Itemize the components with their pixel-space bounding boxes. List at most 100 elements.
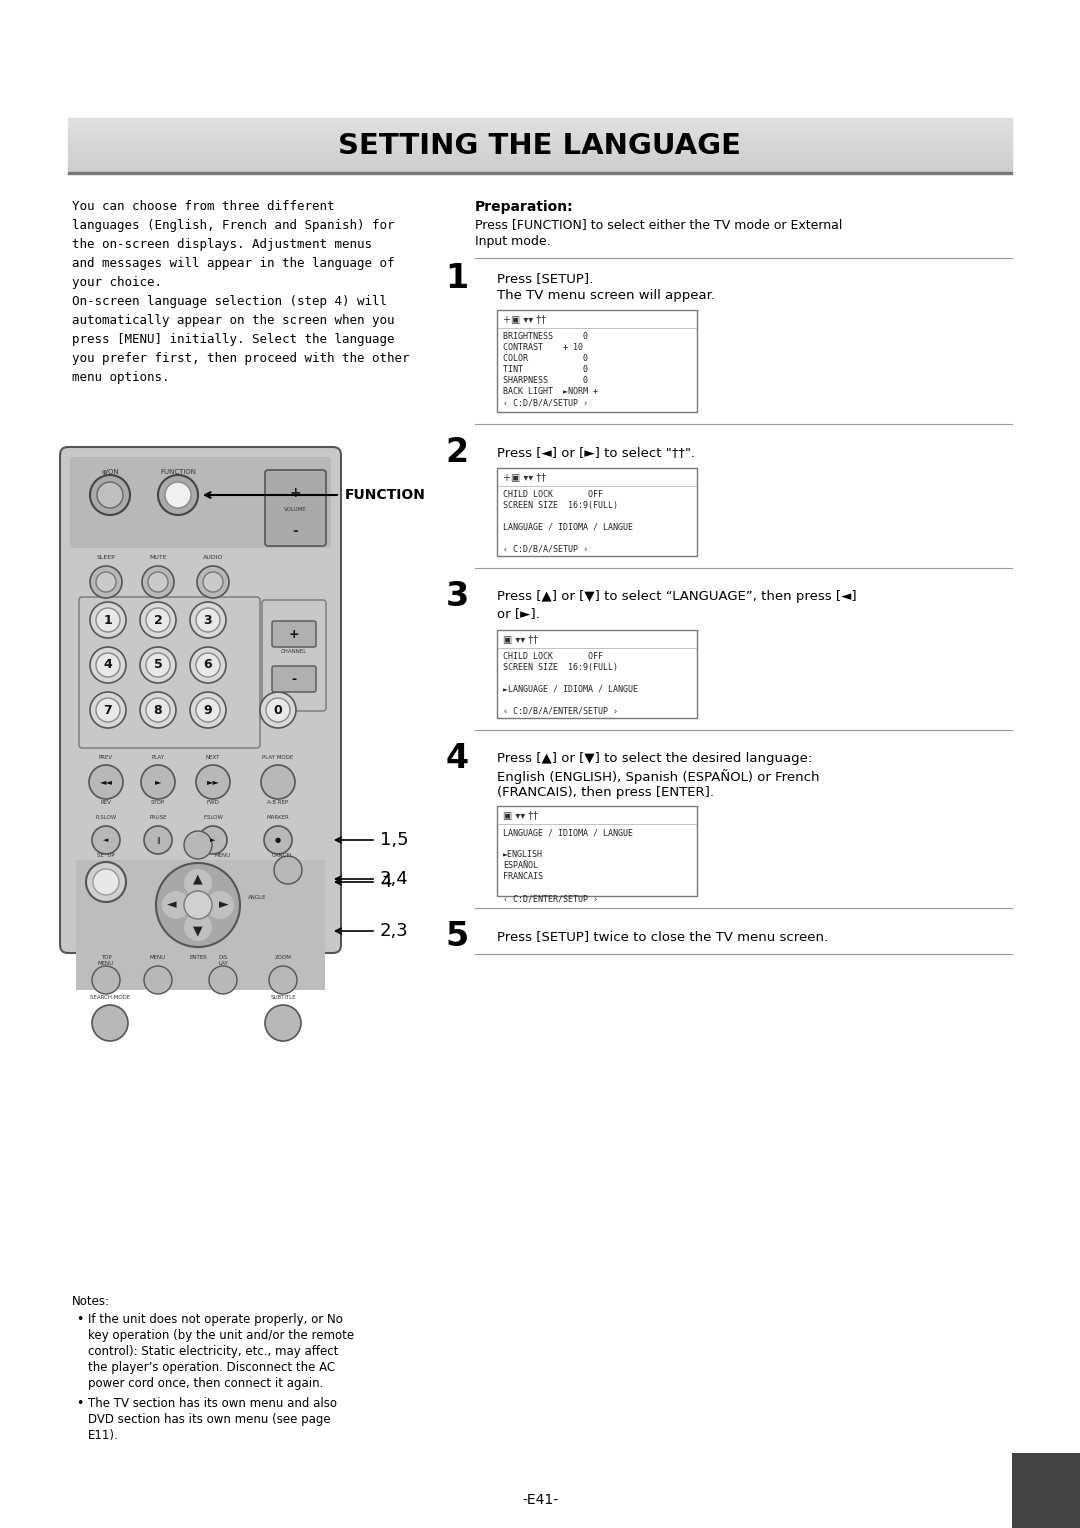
Text: COLOR           0: COLOR 0 bbox=[503, 354, 588, 364]
Text: +▣ ▾▾ ††: +▣ ▾▾ †† bbox=[503, 474, 546, 483]
Text: PLAY: PLAY bbox=[151, 755, 164, 759]
Text: Press [▲] or [▼] to select the desired language:: Press [▲] or [▼] to select the desired l… bbox=[497, 752, 812, 766]
Text: 4: 4 bbox=[104, 659, 112, 671]
Text: ◄: ◄ bbox=[104, 837, 109, 843]
Text: SLEEP: SLEEP bbox=[96, 555, 116, 559]
Text: BRIGHTNESS      0: BRIGHTNESS 0 bbox=[503, 332, 588, 341]
Circle shape bbox=[140, 646, 176, 683]
Circle shape bbox=[148, 571, 168, 591]
Text: 3,4: 3,4 bbox=[380, 869, 408, 888]
Text: SCREEN SIZE  16:9(FULL): SCREEN SIZE 16:9(FULL) bbox=[503, 663, 618, 672]
Circle shape bbox=[264, 827, 292, 854]
Text: 3: 3 bbox=[445, 579, 469, 613]
Text: 5: 5 bbox=[153, 659, 162, 671]
Text: A-B REP: A-B REP bbox=[268, 801, 288, 805]
Text: (FRANCAIS), then press [ENTER].: (FRANCAIS), then press [ENTER]. bbox=[497, 785, 714, 799]
Text: +: + bbox=[288, 628, 299, 640]
Text: DIS
LAY: DIS LAY bbox=[218, 955, 228, 966]
Text: LANGUAGE / IDIOMA / LANGUE: LANGUAGE / IDIOMA / LANGUE bbox=[503, 523, 633, 532]
Text: +: + bbox=[289, 486, 301, 500]
Circle shape bbox=[195, 766, 230, 799]
Circle shape bbox=[197, 565, 229, 597]
Text: 1: 1 bbox=[445, 261, 469, 295]
Text: menu options.: menu options. bbox=[72, 371, 170, 384]
Text: or [►].: or [►]. bbox=[497, 607, 540, 620]
Bar bbox=[497, 805, 697, 895]
Circle shape bbox=[261, 766, 295, 799]
Text: ENTER: ENTER bbox=[189, 955, 207, 960]
Circle shape bbox=[165, 481, 191, 507]
Text: FUNCTION: FUNCTION bbox=[160, 469, 195, 475]
Circle shape bbox=[96, 698, 120, 723]
Text: The TV menu screen will appear.: The TV menu screen will appear. bbox=[497, 289, 715, 303]
Text: English (ENGLISH), Spanish (ESPAÑOL) or French: English (ENGLISH), Spanish (ESPAÑOL) or … bbox=[497, 769, 820, 784]
Circle shape bbox=[90, 646, 126, 683]
Text: •: • bbox=[76, 1313, 83, 1326]
Text: MARKER: MARKER bbox=[267, 814, 289, 821]
Circle shape bbox=[96, 652, 120, 677]
Circle shape bbox=[146, 608, 170, 633]
Circle shape bbox=[97, 481, 123, 507]
Text: 5: 5 bbox=[445, 920, 469, 952]
Circle shape bbox=[260, 692, 296, 727]
Text: +▣ ▾▾ ††: +▣ ▾▾ †† bbox=[503, 315, 546, 325]
Text: CONTRAST    + 10: CONTRAST + 10 bbox=[503, 342, 583, 351]
Circle shape bbox=[93, 869, 119, 895]
Circle shape bbox=[92, 1005, 129, 1041]
Text: press [MENU] initially. Select the language: press [MENU] initially. Select the langu… bbox=[72, 333, 394, 345]
Text: SUBTITLE: SUBTITLE bbox=[270, 995, 296, 999]
Text: φ/ON: φ/ON bbox=[102, 469, 119, 475]
Text: ►: ► bbox=[154, 778, 161, 787]
Circle shape bbox=[141, 766, 175, 799]
Circle shape bbox=[195, 698, 220, 723]
Text: and messages will appear in the language of: and messages will appear in the language… bbox=[72, 257, 394, 270]
Text: ●: ● bbox=[275, 837, 281, 843]
Text: E11).: E11). bbox=[87, 1429, 119, 1442]
Bar bbox=[497, 468, 697, 556]
Text: 1,5: 1,5 bbox=[380, 831, 408, 850]
Text: PAUSE: PAUSE bbox=[149, 814, 166, 821]
Text: ►: ► bbox=[219, 898, 229, 912]
FancyBboxPatch shape bbox=[70, 457, 330, 549]
Circle shape bbox=[190, 602, 226, 639]
Text: 8: 8 bbox=[153, 703, 162, 717]
Text: ◄: ◄ bbox=[167, 898, 177, 912]
Text: CANCEL: CANCEL bbox=[272, 853, 294, 859]
Text: DVD section has its own menu (see page: DVD section has its own menu (see page bbox=[87, 1413, 330, 1426]
Text: -: - bbox=[292, 672, 297, 686]
Text: power cord once, then connect it again.: power cord once, then connect it again. bbox=[87, 1377, 323, 1390]
FancyBboxPatch shape bbox=[265, 471, 326, 545]
Circle shape bbox=[144, 827, 172, 854]
Text: On-screen language selection (step 4) will: On-screen language selection (step 4) wi… bbox=[72, 295, 387, 309]
Text: You can choose from three different: You can choose from three different bbox=[72, 200, 335, 212]
Text: PREV: PREV bbox=[99, 755, 113, 759]
Circle shape bbox=[274, 856, 302, 885]
Text: TINT            0: TINT 0 bbox=[503, 365, 588, 374]
Circle shape bbox=[141, 565, 174, 597]
Circle shape bbox=[89, 766, 123, 799]
Text: ‹ C:D/B/A/SETUP ›: ‹ C:D/B/A/SETUP › bbox=[503, 545, 588, 555]
Text: SETTING THE LANGUAGE: SETTING THE LANGUAGE bbox=[338, 133, 742, 160]
Bar bbox=[76, 860, 325, 990]
Text: 4: 4 bbox=[380, 872, 391, 891]
Text: FWD: FWD bbox=[206, 801, 219, 805]
Circle shape bbox=[144, 966, 172, 995]
Text: SE  UP: SE UP bbox=[97, 853, 114, 859]
Text: ▣ ▾▾ ††: ▣ ▾▾ †† bbox=[503, 636, 538, 645]
Text: SHARPNESS       0: SHARPNESS 0 bbox=[503, 376, 588, 385]
Circle shape bbox=[90, 692, 126, 727]
Circle shape bbox=[86, 862, 126, 902]
Text: Press [▲] or [▼] to select “LANGUAGE”, then press [◄]: Press [▲] or [▼] to select “LANGUAGE”, t… bbox=[497, 590, 856, 604]
Circle shape bbox=[195, 608, 220, 633]
Text: languages (English, French and Spanish) for: languages (English, French and Spanish) … bbox=[72, 219, 394, 232]
Text: ANGLE: ANGLE bbox=[248, 895, 267, 900]
Text: R.SLOW: R.SLOW bbox=[95, 814, 117, 821]
Text: ▼: ▼ bbox=[193, 924, 203, 938]
Circle shape bbox=[184, 831, 212, 859]
Circle shape bbox=[162, 891, 190, 918]
Text: 6: 6 bbox=[204, 659, 213, 671]
Text: ESPAÑOL: ESPAÑOL bbox=[503, 860, 538, 869]
Circle shape bbox=[90, 475, 130, 515]
Bar bbox=[497, 630, 697, 718]
Text: The TV section has its own menu and also: The TV section has its own menu and also bbox=[87, 1397, 337, 1410]
